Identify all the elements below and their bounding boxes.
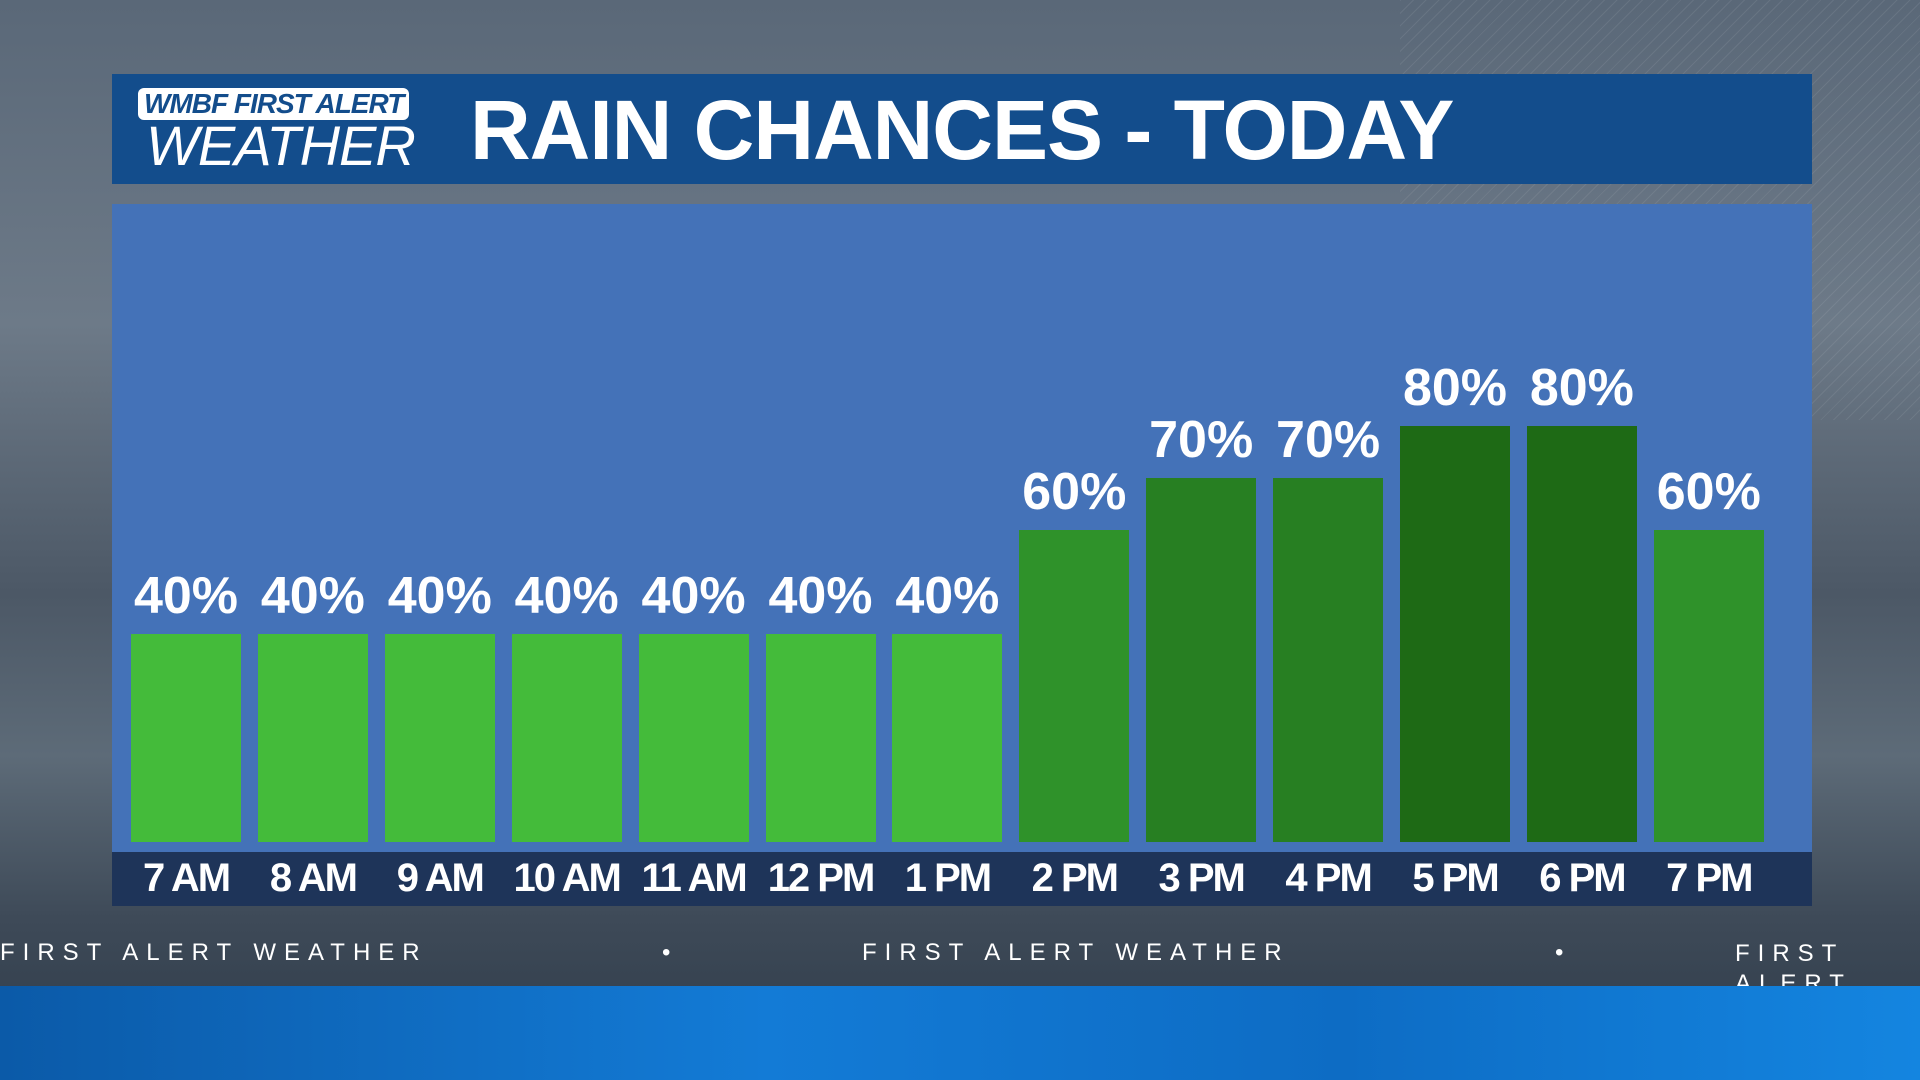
bar-10 — [1400, 426, 1510, 842]
bar-8 — [1146, 478, 1257, 842]
station-logo: WMBF FIRST ALERT WEATHER — [138, 88, 448, 177]
data-label: 70% — [1149, 411, 1254, 469]
bar-6 — [892, 634, 1003, 842]
category-label: 11 AM — [641, 856, 748, 900]
category-label: 1 PM — [904, 856, 992, 900]
bottom-band — [0, 986, 1920, 1080]
bar-3 — [511, 634, 622, 842]
data-label: 60% — [1656, 463, 1761, 521]
data-label: 60% — [1022, 463, 1127, 521]
data-label: 40% — [133, 567, 239, 625]
bar-11 — [1526, 426, 1637, 842]
category-label: 6 PM — [1539, 856, 1626, 900]
data-label: 40% — [641, 567, 746, 625]
ticker-text: FIRST ALERT WEATHER — [0, 939, 428, 966]
category-label: 7 PM — [1666, 856, 1753, 900]
bar-12 — [1653, 530, 1764, 842]
ticker-separator: • — [1555, 939, 1572, 966]
bar-2 — [384, 634, 495, 842]
ticker-separator: • — [662, 939, 679, 966]
data-label: 40% — [260, 567, 365, 625]
bar-9 — [1273, 478, 1384, 842]
bar-5 — [765, 634, 876, 842]
bar-1 — [257, 634, 368, 842]
category-label-bar — [112, 852, 1812, 906]
ticker: FIRST ALERT WEATHER • FIRST ALERT WEATHE… — [0, 935, 1920, 1027]
bar-7 — [1019, 530, 1130, 842]
data-label: 40% — [895, 567, 1000, 625]
bar-4 — [638, 634, 749, 842]
category-label: 10 AM — [513, 856, 622, 900]
data-label: 40% — [514, 567, 619, 625]
logo-line2: WEATHER — [146, 114, 416, 177]
category-label: 2 PM — [1031, 856, 1119, 900]
data-label: 80% — [1402, 359, 1508, 417]
category-label: 8 AM — [269, 856, 358, 900]
bar-0 — [131, 634, 241, 842]
category-label: 7 AM — [142, 856, 231, 900]
category-label: 3 PM — [1158, 856, 1246, 900]
category-label: 12 PM — [767, 856, 876, 900]
page-title: RAIN CHANCES - TODAY — [470, 83, 1454, 177]
ticker-text: FIRST ALERT WEATHER — [862, 939, 1290, 966]
data-label: 70% — [1276, 411, 1381, 469]
category-label: 9 AM — [396, 856, 485, 900]
data-label: 40% — [387, 567, 492, 625]
data-label: 40% — [768, 567, 873, 625]
header-banner: WMBF FIRST ALERT WEATHER RAIN CHANCES - … — [112, 74, 1812, 184]
category-label: 4 PM — [1285, 856, 1372, 900]
category-label: 5 PM — [1412, 856, 1499, 900]
data-label: 80% — [1529, 359, 1634, 417]
logo-line1: WMBF FIRST ALERT — [138, 88, 410, 120]
